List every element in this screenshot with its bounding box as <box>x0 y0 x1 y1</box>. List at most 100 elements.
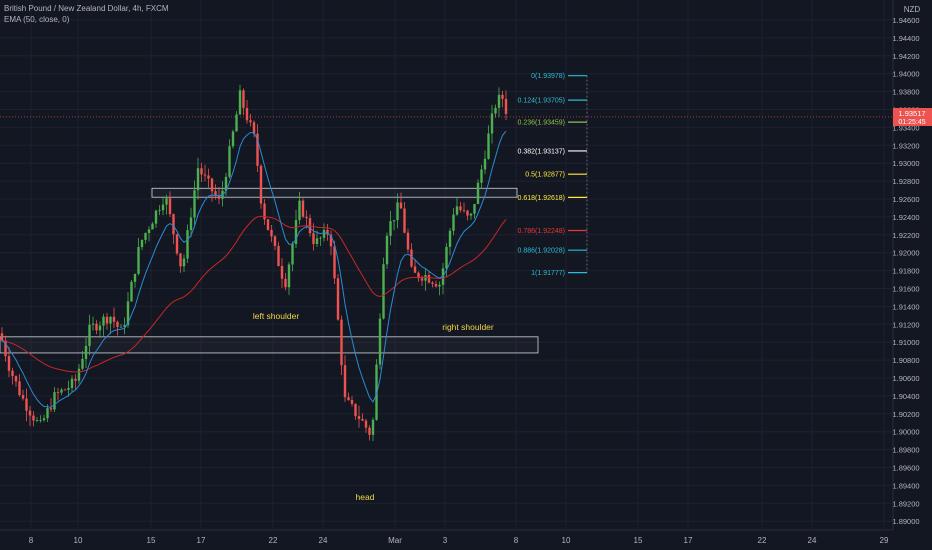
candle <box>378 313 382 370</box>
candle <box>116 320 119 336</box>
candle <box>179 253 182 273</box>
chart-legend: British Pound / New Zealand Dollar, 4h, … <box>4 3 169 25</box>
price-tick-label: 1.92000 <box>892 249 919 258</box>
fib-level-label: 0.236(1.93459) <box>518 120 565 127</box>
candle <box>403 201 406 234</box>
candle <box>448 228 452 256</box>
time-tick-label: 22 <box>758 536 767 545</box>
candle <box>88 314 91 356</box>
candle <box>63 388 67 391</box>
candle <box>91 316 95 331</box>
candle <box>417 271 420 282</box>
candle <box>123 317 126 335</box>
ema-slow-line <box>1 215 507 373</box>
candle <box>312 223 315 251</box>
candle <box>56 387 60 401</box>
candle <box>46 404 49 423</box>
candle <box>203 164 207 182</box>
current-price-countdown: 01:25:45 <box>898 119 925 126</box>
candle <box>459 201 462 213</box>
candle <box>368 425 371 441</box>
price-tick-label: 1.89200 <box>892 499 919 508</box>
candle <box>462 202 466 213</box>
candle <box>4 335 7 362</box>
time-tick-label: 10 <box>562 536 571 545</box>
time-tick-label: 17 <box>197 536 206 545</box>
candle <box>396 193 399 229</box>
candle <box>189 207 193 238</box>
support-resistance-zone[interactable] <box>0 336 539 354</box>
candle <box>168 191 172 218</box>
price-tick-label: 1.93800 <box>892 88 919 97</box>
candle <box>480 164 483 189</box>
candle <box>455 197 459 216</box>
candle <box>280 258 284 288</box>
candle <box>235 111 238 132</box>
candle <box>7 346 11 378</box>
candle <box>350 396 354 407</box>
candle <box>385 232 389 269</box>
candle <box>252 120 256 138</box>
candle <box>95 320 98 335</box>
support-resistance-zone[interactable] <box>151 187 518 198</box>
candle <box>28 405 32 426</box>
price-tick-label: 1.89000 <box>892 517 919 526</box>
candle <box>294 209 298 248</box>
candle <box>105 312 109 330</box>
candle <box>375 359 378 421</box>
candle <box>473 203 476 219</box>
candle <box>357 405 361 428</box>
candle <box>175 233 179 256</box>
candle <box>249 113 252 127</box>
current-price-value: 1.93517 <box>898 109 925 118</box>
price-tick-label: 1.90200 <box>892 410 919 419</box>
candle <box>81 350 84 371</box>
candle <box>287 261 291 296</box>
fib-level-label: 1(1.91777) <box>531 270 565 277</box>
price-tick-label: 1.91000 <box>892 338 919 347</box>
candle <box>410 243 413 269</box>
candle <box>130 280 133 302</box>
fib-level-label: 0.886(1.92028) <box>518 248 565 255</box>
candle <box>399 192 403 209</box>
price-tick-label: 1.90400 <box>892 392 919 401</box>
candle <box>319 236 322 246</box>
candle <box>343 355 347 403</box>
candle <box>298 191 301 225</box>
candle <box>11 367 14 385</box>
candle <box>109 315 112 335</box>
price-tick-label: 1.92600 <box>892 195 919 204</box>
price-tick-label: 1.90000 <box>892 428 919 437</box>
candle <box>77 364 81 384</box>
candle <box>284 273 287 291</box>
candle <box>256 124 259 172</box>
candle <box>347 392 350 401</box>
time-tick-label: 3 <box>443 536 448 545</box>
candle <box>329 230 333 256</box>
price-tick-label: 1.94600 <box>892 16 919 25</box>
price-tick-label: 1.92800 <box>892 177 919 186</box>
candle <box>371 417 375 442</box>
fib-level-label: 0.5(1.92877) <box>525 172 565 179</box>
pattern-annotation: head <box>356 492 375 502</box>
candle <box>102 313 105 336</box>
current-price-badge: 1.93517 01:25:45 <box>893 108 932 126</box>
price-tick-label: 1.94000 <box>892 70 919 79</box>
time-tick-label: 15 <box>634 536 643 545</box>
candle <box>140 239 144 251</box>
price-tick-label: 1.93400 <box>892 123 919 132</box>
price-tick-label: 1.91400 <box>892 302 919 311</box>
candle <box>214 184 217 200</box>
candle <box>147 226 151 242</box>
candle <box>144 232 147 244</box>
candle <box>389 210 392 246</box>
candle <box>364 418 368 433</box>
candle <box>354 403 357 420</box>
candle <box>161 196 165 216</box>
pattern-annotation: left shoulder <box>253 311 299 321</box>
symbol-title: British Pound / New Zealand Dollar, 4h, … <box>4 4 169 13</box>
candle <box>501 90 504 108</box>
candle <box>0 327 4 342</box>
